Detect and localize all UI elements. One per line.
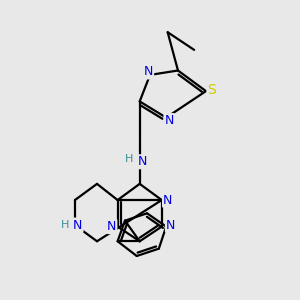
- Text: N: N: [163, 194, 172, 207]
- Text: N: N: [144, 65, 153, 79]
- Text: S: S: [208, 82, 216, 97]
- Text: N: N: [107, 220, 116, 233]
- Text: N: N: [138, 155, 147, 168]
- Text: N: N: [73, 219, 83, 232]
- Text: H: H: [60, 220, 69, 230]
- Text: N: N: [166, 219, 175, 232]
- Text: N: N: [164, 114, 174, 127]
- Text: H: H: [125, 154, 134, 164]
